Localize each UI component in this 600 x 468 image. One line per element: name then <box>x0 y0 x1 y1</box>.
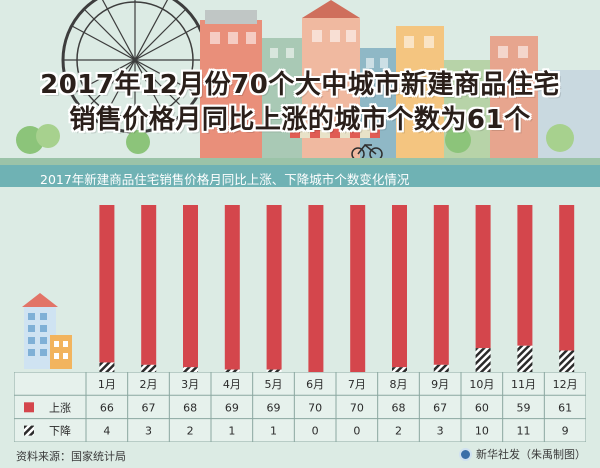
value-fall-11: 11 <box>517 425 531 438</box>
value-fall-5: 1 <box>270 425 277 438</box>
credit-text: 新华社发（朱禹制图） <box>476 448 586 461</box>
value-fall-10: 10 <box>475 425 489 438</box>
bar-fall-12 <box>559 350 575 372</box>
value-rise-3: 68 <box>183 401 197 414</box>
xinhua-logo-icon <box>459 447 472 461</box>
page-title-line-1: 2017年12月份70个大中城市新建商品住宅 <box>40 70 560 100</box>
source-note: 资料来源：国家统计局 <box>16 450 126 463</box>
legend-label-rise: 上涨 <box>49 401 71 414</box>
value-fall-7: 0 <box>353 425 360 438</box>
legend-swatch-fall <box>24 425 34 436</box>
value-fall-6: 0 <box>312 425 319 438</box>
tick-label-2: 2月 <box>140 378 158 391</box>
bar-rise-7 <box>350 205 366 372</box>
table-frame <box>14 372 586 442</box>
tick-label-4: 4月 <box>223 378 241 391</box>
value-fall-12: 9 <box>562 425 569 438</box>
header-illustration: 2017年12月份70个大中城市新建商品住宅 销售价格月同比上涨的城市个数为61… <box>0 0 600 165</box>
value-rise-10: 60 <box>475 401 489 414</box>
bar-fall-3 <box>183 367 198 372</box>
value-rise-9: 67 <box>433 401 447 414</box>
bar-rise-10 <box>475 205 491 349</box>
bar-rise-6 <box>308 205 324 372</box>
value-rise-1: 66 <box>100 401 114 414</box>
subtitle-bar <box>0 165 600 187</box>
value-rise-12: 61 <box>558 401 572 414</box>
bar-fall-11 <box>517 345 533 372</box>
legend-label-fall: 下降 <box>49 424 71 438</box>
bar-rise-4 <box>224 205 240 370</box>
tick-label-3: 3月 <box>181 378 199 391</box>
tick-label-1: 1月 <box>98 378 116 391</box>
value-rise-4: 69 <box>225 401 239 414</box>
bar-rise-1 <box>99 205 115 363</box>
legend-swatch-rise <box>24 402 34 413</box>
credit-note: 新华社发（朱禹制图） <box>459 446 586 462</box>
tick-label-9: 9月 <box>431 378 449 391</box>
value-fall-4: 1 <box>228 425 235 438</box>
bar-rise-9 <box>433 205 449 365</box>
tick-label-8: 8月 <box>390 378 408 391</box>
value-rise-8: 68 <box>392 401 406 414</box>
tick-label-11: 11月 <box>511 378 536 391</box>
value-fall-9: 3 <box>437 425 444 438</box>
page-title-line-2: 销售价格月同比上涨的城市个数为61个 <box>69 105 531 135</box>
tick-label-5: 5月 <box>265 378 283 391</box>
chart-title: 2017年新建商品住宅销售价格月同比上涨、下降城市个数变化情况 <box>40 172 410 187</box>
value-rise-7: 70 <box>350 401 364 414</box>
tree-icon <box>16 124 574 154</box>
tick-label-10: 10月 <box>469 378 494 391</box>
bar-fall-1 <box>99 362 115 372</box>
value-rise-2: 67 <box>142 401 156 414</box>
value-fall-2: 3 <box>145 425 152 438</box>
tick-label-12: 12月 <box>553 378 578 391</box>
bar-rise-11 <box>517 205 533 346</box>
value-rise-11: 59 <box>517 401 531 414</box>
bar-fall-9 <box>433 364 449 372</box>
bar-rise-2 <box>141 205 157 365</box>
tick-label-6: 6月 <box>306 378 324 391</box>
tick-label-7: 7月 <box>348 378 366 391</box>
building-icon <box>22 293 72 369</box>
value-fall-8: 2 <box>395 425 402 438</box>
city-illustration <box>0 0 600 165</box>
value-fall-3: 2 <box>187 425 194 438</box>
bar-fall-10 <box>475 348 491 372</box>
bar-chart <box>22 205 575 372</box>
bar-fall-8 <box>392 367 407 372</box>
bar-fall-2 <box>141 364 157 372</box>
bar-rise-8 <box>392 205 407 368</box>
bar-rise-3 <box>183 205 198 368</box>
bar-fall-5 <box>266 369 282 372</box>
bar-fall-4 <box>224 369 240 372</box>
value-rise-5: 69 <box>267 401 281 414</box>
bar-rise-5 <box>266 205 282 370</box>
bar-rise-12 <box>559 205 575 351</box>
value-fall-1: 4 <box>103 425 110 438</box>
value-rise-6: 70 <box>308 401 322 414</box>
